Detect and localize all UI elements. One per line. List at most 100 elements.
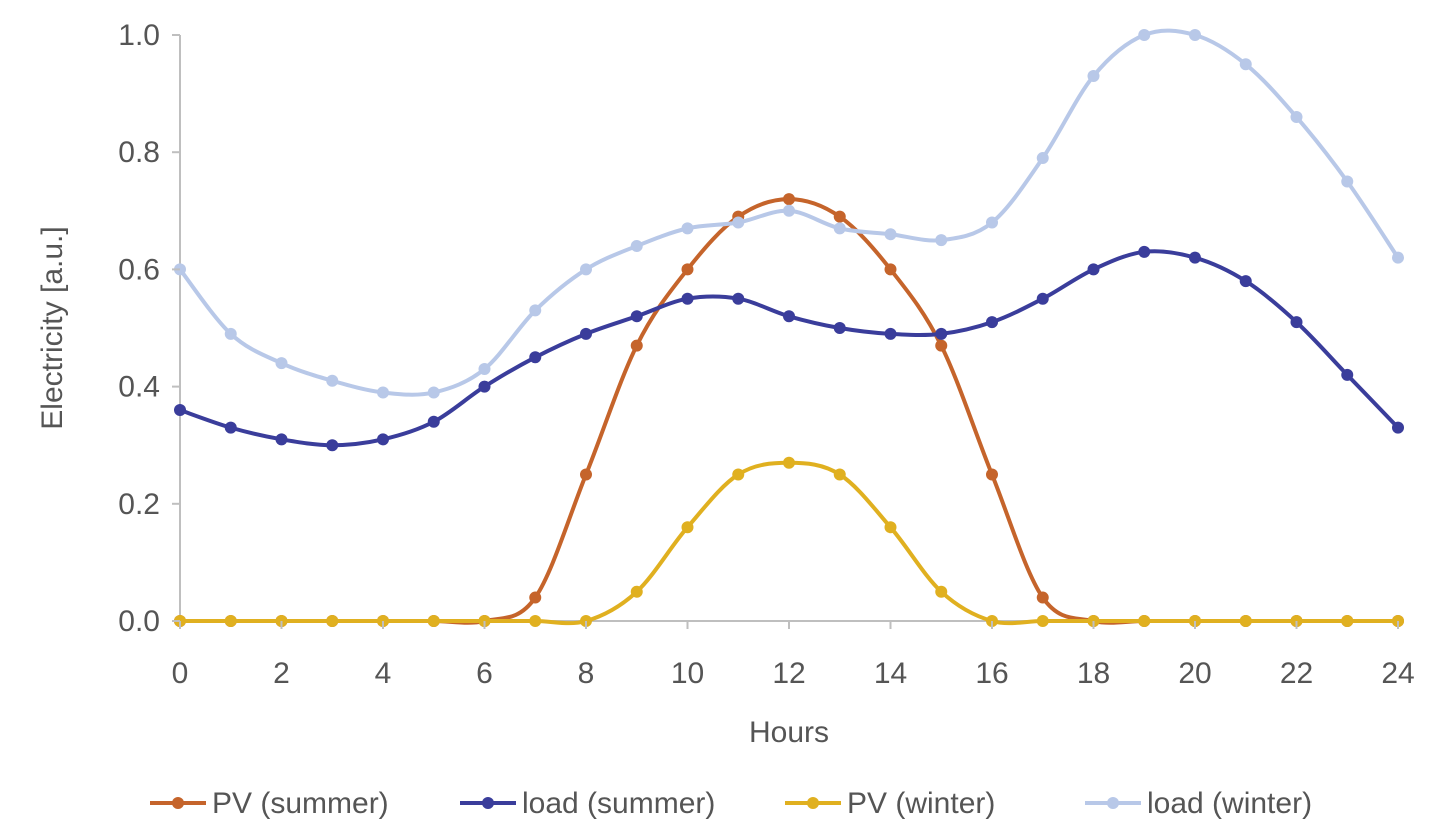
legend-swatch-marker (482, 797, 494, 809)
data-point (427, 386, 440, 399)
x-tick-label: 12 (772, 657, 805, 690)
data-point (275, 433, 288, 446)
data-point (377, 386, 389, 399)
data-point (529, 304, 542, 317)
x-tick-label: 6 (476, 657, 493, 690)
data-point (935, 327, 948, 340)
data-point (1087, 70, 1100, 83)
data-point (833, 222, 846, 235)
data-point (935, 585, 948, 598)
data-point (884, 327, 897, 340)
data-point (630, 239, 643, 252)
data-point (783, 204, 795, 217)
data-point (1138, 615, 1151, 627)
data-point (1087, 263, 1100, 276)
legend-label: load (summer) (522, 787, 715, 820)
data-point (986, 316, 998, 329)
legend-swatch-marker (1107, 797, 1119, 809)
data-point (833, 210, 846, 223)
y-axis-ticks: 0.0 0.2 0.4 0.6 0.8 1.0 (118, 19, 180, 638)
data-point (1036, 152, 1049, 165)
plot-area (174, 28, 1404, 627)
data-point (884, 521, 897, 534)
legend-label: PV (summer) (212, 787, 389, 820)
y-axis-title: Electricity [a.u.] (36, 226, 69, 429)
data-point (1138, 245, 1151, 258)
data-point (732, 468, 745, 481)
legend-item: load (winter) (1085, 787, 1312, 820)
data-point (935, 339, 948, 352)
data-point (833, 468, 846, 481)
y-tick-label: 0.2 (118, 488, 160, 521)
legend-label: load (winter) (1147, 787, 1312, 820)
data-point (1290, 111, 1303, 124)
data-point (1392, 251, 1404, 264)
x-tick-label: 4 (375, 657, 392, 690)
x-axis-ticks: 0 2 4 6 8 10 12 14 16 18 20 22 24 (172, 621, 1415, 690)
data-point (529, 591, 542, 604)
data-point (377, 433, 389, 446)
data-point (1189, 251, 1201, 264)
series-pv-summer (174, 193, 1404, 627)
data-point (884, 263, 897, 276)
data-point (478, 380, 491, 393)
data-point (1341, 615, 1354, 627)
data-point (630, 339, 643, 352)
data-point (326, 615, 339, 627)
legend: PV (summer) load (summer) PV (winter) load … (150, 787, 1312, 820)
data-point (224, 327, 237, 340)
data-point (783, 310, 795, 323)
y-tick-label: 1.0 (118, 19, 160, 52)
x-tick-label: 14 (874, 657, 907, 690)
data-point (326, 374, 339, 387)
data-point (681, 521, 694, 534)
data-point (630, 585, 643, 598)
data-point (630, 310, 643, 323)
x-tick-label: 16 (975, 657, 1008, 690)
legend-swatch-marker (172, 797, 184, 809)
series-line (180, 460, 1398, 626)
data-point (1290, 316, 1303, 329)
data-point (1239, 58, 1252, 71)
data-point (1036, 591, 1049, 604)
y-tick-label: 0.4 (118, 371, 160, 404)
y-tick-label: 0.0 (118, 605, 160, 638)
data-point (1138, 29, 1151, 41)
data-point (529, 615, 542, 627)
data-point (681, 263, 694, 276)
data-point (1341, 175, 1354, 188)
data-point (478, 363, 491, 376)
data-point (1239, 615, 1252, 627)
legend-label: PV (winter) (847, 787, 995, 820)
data-point (427, 615, 440, 627)
data-point (732, 216, 745, 229)
y-tick-label: 0.8 (118, 136, 160, 169)
data-point (783, 456, 795, 469)
data-point (174, 404, 186, 417)
data-point (1036, 292, 1049, 305)
data-point (1036, 615, 1049, 627)
series-pv-winter (174, 456, 1404, 627)
x-tick-label: 0 (172, 657, 189, 690)
x-tick-label: 24 (1381, 657, 1414, 690)
data-point (986, 216, 998, 229)
x-tick-label: 8 (578, 657, 595, 690)
data-point (681, 292, 694, 305)
data-point (783, 193, 795, 206)
data-point (580, 327, 592, 340)
data-point (1392, 421, 1404, 434)
legend-item: load (summer) (460, 787, 715, 820)
data-point (986, 468, 998, 481)
series-line (180, 197, 1398, 625)
x-axis-title: Hours (749, 716, 829, 749)
data-point (732, 292, 745, 305)
legend-item: PV (summer) (150, 787, 389, 820)
series-load-summer (174, 245, 1404, 452)
data-point (326, 439, 339, 452)
x-tick-label: 22 (1280, 657, 1313, 690)
data-point (580, 263, 592, 276)
series-line (179, 249, 1400, 448)
data-point (1189, 29, 1201, 41)
data-point (1239, 275, 1252, 288)
